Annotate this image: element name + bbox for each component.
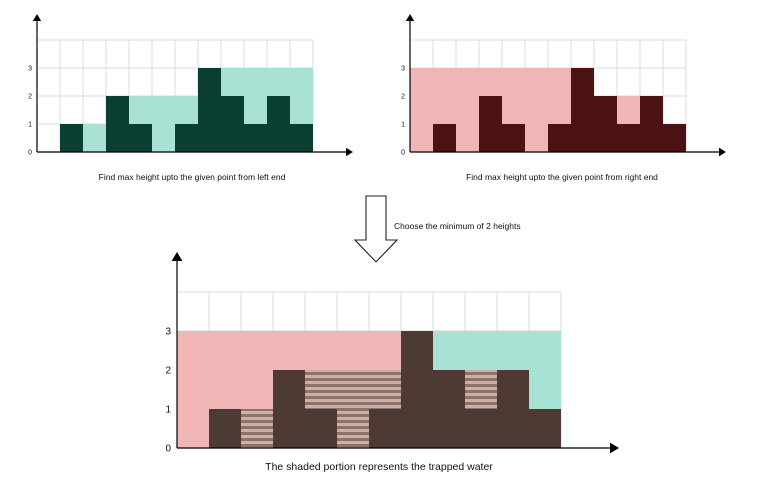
trapped-water-cell <box>241 409 273 448</box>
elevation-bar <box>433 370 465 448</box>
y-tick-label: 2 <box>401 93 405 100</box>
running-max-cell <box>152 96 175 152</box>
left-max-cell <box>273 331 305 370</box>
running-max-cell <box>433 68 456 124</box>
right-max-cell <box>497 331 529 370</box>
elevation-bar <box>175 124 198 152</box>
running-max-cell <box>548 68 571 124</box>
running-max-cell <box>479 68 502 96</box>
y-tick-label: 3 <box>28 65 32 72</box>
y-axis-arrow-icon <box>171 252 183 261</box>
elevation-bar <box>502 124 525 152</box>
elevation-bar <box>106 96 129 152</box>
elevation-bar <box>663 124 686 152</box>
trapped-water-chart-cells <box>177 331 561 448</box>
left-max-cell <box>177 331 209 448</box>
left-max-cell <box>241 331 273 409</box>
trapped-water-cell <box>465 370 497 409</box>
trapped-water-chart: 0 1 2 3 The shaded portion represents the t… <box>165 252 619 473</box>
running-max-cell <box>410 68 433 152</box>
left-max-chart-axes <box>32 14 353 157</box>
down-arrow-icon <box>353 195 399 263</box>
left-max-cell <box>337 331 369 370</box>
right-max-cell <box>529 331 561 409</box>
right-max-chart-caption: Find max height upto the given point fro… <box>466 172 658 182</box>
trapped-water-chart-ticks: 0 1 2 3 <box>165 327 171 455</box>
right-max-chart-ticks: 0 1 2 3 <box>401 65 405 156</box>
right-max-chart-cells <box>410 68 686 152</box>
trapped-water-cell <box>337 370 369 448</box>
elevation-bar <box>548 124 571 152</box>
running-max-cell <box>244 68 267 124</box>
y-tick-label: 2 <box>165 366 171 377</box>
y-tick-label: 1 <box>401 121 405 128</box>
trapped-water-cell <box>369 370 401 409</box>
y-tick-label: 2 <box>28 93 32 100</box>
x-axis-arrow-icon <box>719 147 726 157</box>
y-tick-label: 1 <box>165 405 171 416</box>
running-max-cell <box>83 124 106 152</box>
y-axis-arrow-icon <box>405 14 415 21</box>
running-max-cell <box>502 68 525 124</box>
y-axis-arrow-icon <box>32 14 42 21</box>
y-tick-label: 0 <box>165 444 171 455</box>
y-tick-label: 1 <box>28 121 32 128</box>
elevation-bar <box>640 96 663 152</box>
min-arrow: Choose the minimum of 2 heights <box>353 195 521 263</box>
running-max-cell <box>290 68 313 124</box>
running-max-cell <box>221 68 244 96</box>
elevation-bar <box>273 370 305 448</box>
elevation-bar <box>465 409 497 448</box>
elevation-bar <box>497 370 529 448</box>
y-tick-label: 3 <box>165 327 171 338</box>
right-max-chart: 0 1 2 3 Find max height upto the given poin… <box>401 14 726 182</box>
elevation-bar <box>290 124 313 152</box>
elevation-bar <box>244 124 267 152</box>
right-max-chart-axes <box>405 14 726 157</box>
running-max-cell <box>267 68 290 96</box>
elevation-bar <box>617 124 640 152</box>
right-max-cell <box>433 331 465 370</box>
left-max-cell <box>209 331 241 409</box>
elevation-bar <box>529 409 561 448</box>
elevation-bar <box>401 331 433 448</box>
trapped-water-cell <box>305 370 337 409</box>
running-max-cell <box>617 96 640 124</box>
running-max-cell <box>175 96 198 124</box>
left-max-chart: 0 1 2 3 Find max height upto the given poin… <box>28 14 353 182</box>
x-axis-arrow-icon <box>346 147 353 157</box>
elevation-bar <box>221 96 244 152</box>
elevation-bar <box>198 68 221 152</box>
left-max-chart-ticks: 0 1 2 3 <box>28 65 32 156</box>
trapped-water-chart-axes <box>171 252 619 454</box>
elevation-bar <box>594 96 617 152</box>
y-tick-label: 0 <box>28 149 32 156</box>
running-max-cell <box>129 96 152 124</box>
trapped-water-chart-caption: The shaded portion represents the trappe… <box>265 461 493 473</box>
y-tick-label: 3 <box>401 65 405 72</box>
elevation-bar <box>267 96 290 152</box>
elevation-bar <box>129 124 152 152</box>
elevation-bar <box>479 96 502 152</box>
running-max-cell <box>525 68 548 152</box>
running-max-cell <box>456 68 479 152</box>
elevation-bar <box>571 68 594 152</box>
elevation-bar <box>369 409 401 448</box>
elevation-bar <box>305 409 337 448</box>
left-max-chart-cells <box>60 68 313 152</box>
elevation-bar <box>209 409 241 448</box>
x-axis-arrow-icon <box>610 442 619 454</box>
left-max-chart-caption: Find max height upto the given point fro… <box>99 172 286 182</box>
right-max-cell <box>465 331 497 370</box>
y-tick-label: 0 <box>401 149 405 156</box>
elevation-bar <box>433 124 456 152</box>
elevation-bar <box>60 124 83 152</box>
left-max-cell <box>369 331 401 370</box>
left-max-cell <box>305 331 337 370</box>
min-arrow-label: Choose the minimum of 2 heights <box>394 221 521 231</box>
